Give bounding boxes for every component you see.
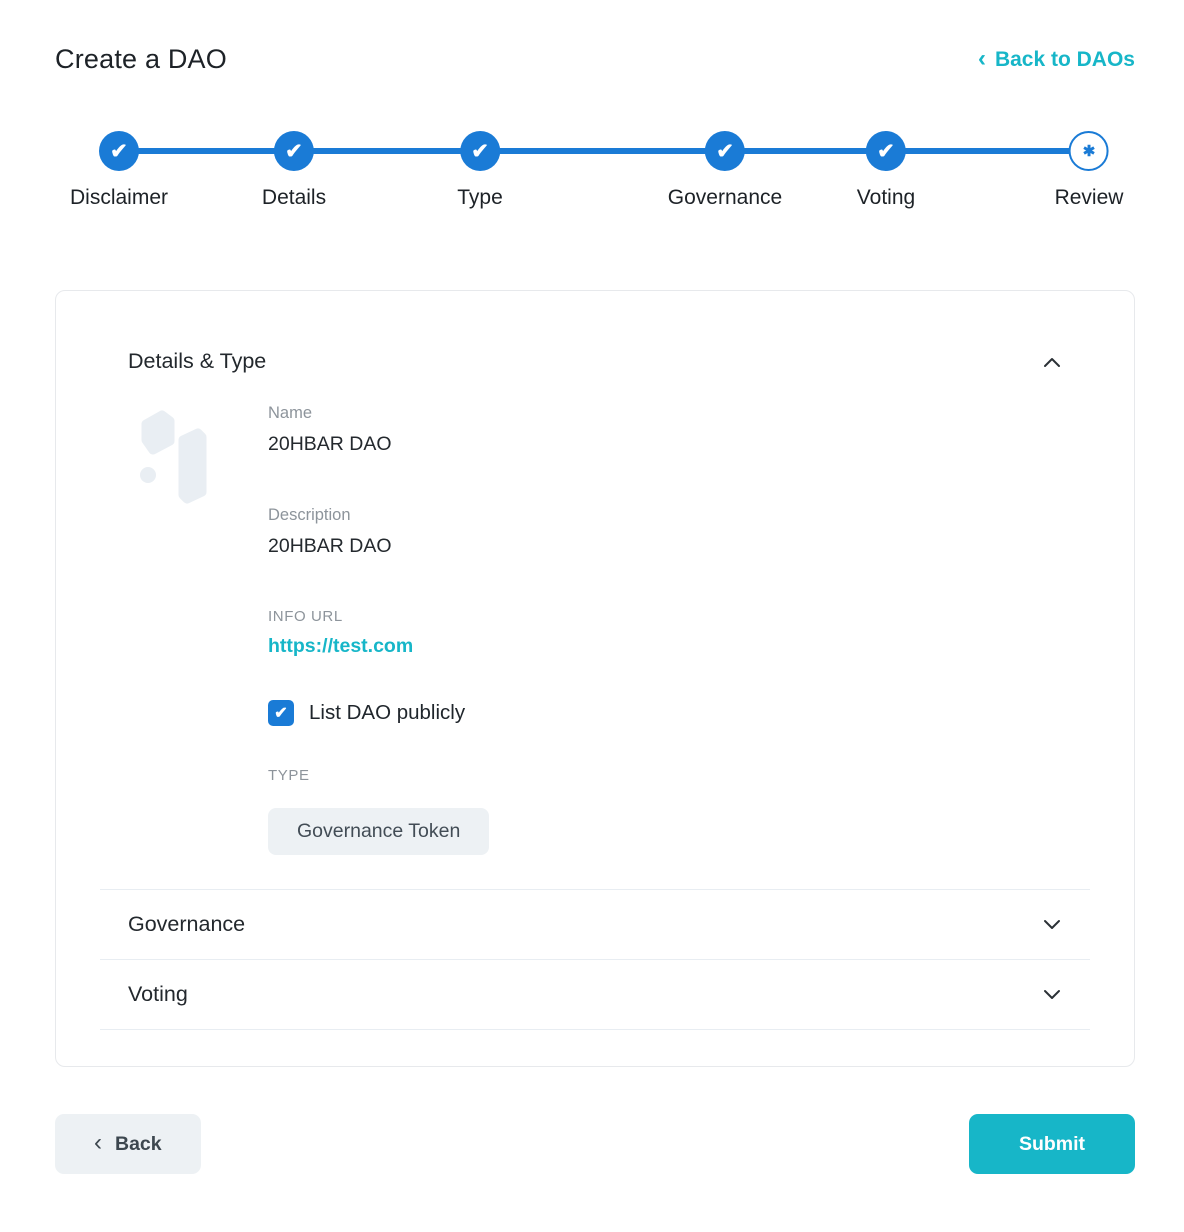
info-url-field: INFO URL https://test.com xyxy=(268,608,489,658)
voting-section-title: Voting xyxy=(128,982,188,1006)
list-dao-publicly-label: List DAO publicly xyxy=(309,701,466,724)
back-to-daos-link[interactable]: ‹ Back to DAOs xyxy=(977,44,1135,73)
step-completed-check-icon: ✔ xyxy=(705,131,745,171)
chevron-down-icon xyxy=(1044,989,1060,999)
description-label: Description xyxy=(268,506,351,524)
step-completed-check-icon: ✔ xyxy=(98,131,139,171)
list-dao-publicly-checkbox[interactable]: ✔ xyxy=(268,700,294,726)
back-to-daos-label: Back to DAOs xyxy=(994,47,1135,71)
step-type[interactable]: ✔ Type xyxy=(457,131,503,210)
name-value: 20HBAR DAO xyxy=(268,433,392,455)
step-label: Governance xyxy=(667,186,783,209)
step-label: Disclaimer xyxy=(69,186,169,209)
governance-section-header[interactable]: Governance xyxy=(100,889,1090,959)
voting-section-header[interactable]: Voting xyxy=(100,959,1090,1030)
dao-logo-placeholder xyxy=(140,410,207,504)
page-title: Create a DAO xyxy=(55,44,227,74)
step-label: Review xyxy=(1054,186,1124,209)
chevron-up-icon xyxy=(1044,357,1060,367)
back-button[interactable]: ‹ Back xyxy=(55,1114,201,1174)
governance-section-title: Governance xyxy=(128,912,246,936)
back-button-label: Back xyxy=(115,1132,162,1155)
step-label: Voting xyxy=(856,186,916,209)
step-details[interactable]: ✔ Details xyxy=(262,131,326,210)
type-label: TYPE xyxy=(268,767,310,784)
page-header: Create a DAO ‹ Back to DAOs xyxy=(55,44,1135,75)
step-completed-check-icon: ✔ xyxy=(865,131,906,171)
submit-button[interactable]: Submit xyxy=(969,1114,1135,1174)
step-disclaimer[interactable]: ✔ Disclaimer xyxy=(70,131,168,210)
info-url-label: INFO URL xyxy=(268,608,343,625)
description-field: Description 20HBAR DAO xyxy=(268,506,489,558)
wizard-footer: ‹ Back Submit xyxy=(55,1114,1135,1174)
details-type-section-title: Details & Type xyxy=(128,349,267,373)
checkbox-check-icon: ✔ xyxy=(274,705,288,722)
info-url-link[interactable]: https://test.com xyxy=(268,635,414,657)
details-type-section-header[interactable]: Details & Type xyxy=(100,331,1090,392)
step-label: Type xyxy=(457,186,503,209)
chevron-down-icon xyxy=(1044,919,1060,929)
stepper-track xyxy=(119,148,1089,154)
chevron-left-icon: ‹ xyxy=(977,44,986,72)
description-value: 20HBAR DAO xyxy=(268,535,392,557)
name-label: Name xyxy=(268,404,313,422)
details-fields: Name 20HBAR DAO Description 20HBAR DAO I… xyxy=(268,404,490,855)
step-review[interactable]: ✱ Review xyxy=(1054,131,1124,210)
name-field: Name 20HBAR DAO xyxy=(268,404,489,456)
step-completed-check-icon: ✔ xyxy=(460,131,500,171)
list-dao-publicly-row[interactable]: ✔ List DAO publicly xyxy=(268,700,489,726)
type-chip: Governance Token xyxy=(268,808,490,855)
step-completed-check-icon: ✔ xyxy=(273,131,314,171)
step-voting[interactable]: ✔ Voting xyxy=(857,131,915,210)
review-card: Details & Type Name 20HBAR DAO Descripti… xyxy=(55,290,1135,1067)
wizard-stepper: ✔ Disclaimer ✔ Details ✔ Type ✔ Governan… xyxy=(55,131,1135,241)
chevron-left-icon: ‹ xyxy=(94,1129,102,1156)
step-current-icon: ✱ xyxy=(1068,131,1109,171)
type-field: TYPE Governance Token xyxy=(268,767,490,855)
details-type-section-body: Name 20HBAR DAO Description 20HBAR DAO I… xyxy=(100,392,1090,889)
step-label: Details xyxy=(261,186,327,209)
step-governance[interactable]: ✔ Governance xyxy=(668,131,782,210)
